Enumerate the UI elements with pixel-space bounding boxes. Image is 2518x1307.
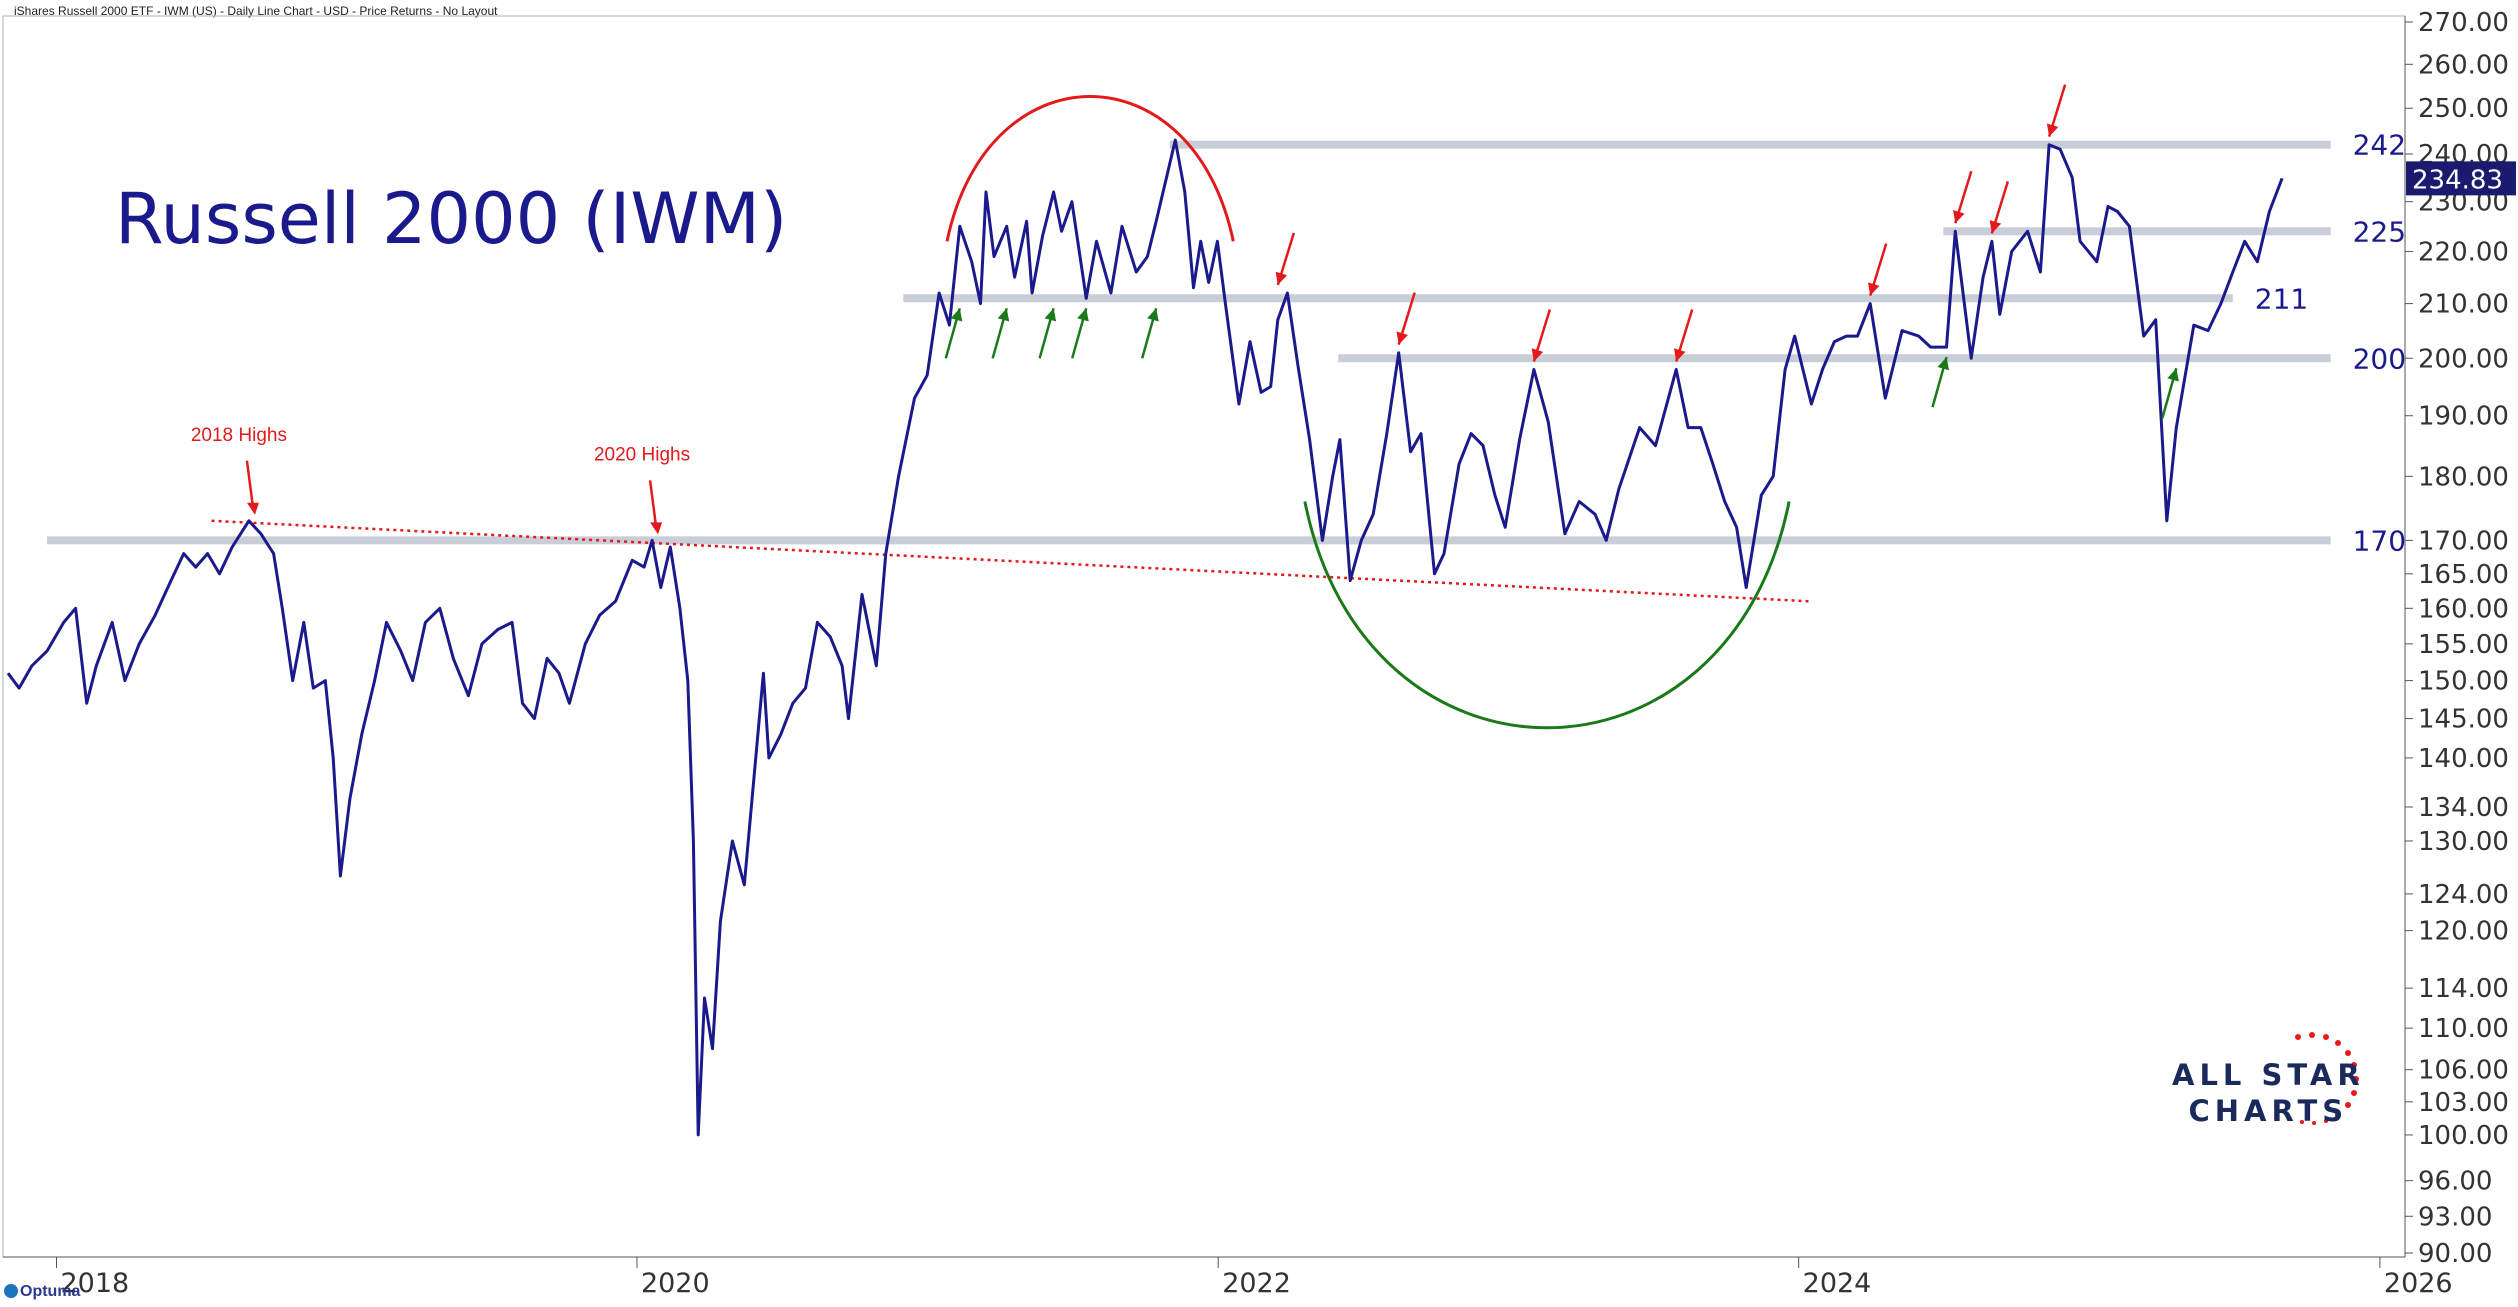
optuma-logo: Optuma [4, 1283, 80, 1301]
annotation-arrowhead-0 [246, 502, 259, 515]
y-tick-label-28: 90.00 [2418, 1239, 2492, 1269]
y-tick-label-23: 106.00 [2418, 1056, 2509, 1086]
x-tick-label-2: 2022 [1222, 1268, 1291, 1299]
y-tick-label-6: 210.00 [2418, 290, 2509, 320]
y-tick-label-17: 134.00 [2418, 793, 2509, 823]
level-label-170: 170 [2353, 524, 2406, 557]
all-star-charts-logo: ALL STAR CHARTS [2150, 1025, 2380, 1155]
annotation-arrowhead-1 [650, 522, 663, 535]
arrow-head [2167, 368, 2179, 382]
y-tick-label-16: 140.00 [2418, 744, 2509, 774]
x-tick-label-3: 2024 [1803, 1268, 1872, 1299]
chart-header: iShares Russell 2000 ETF - IWM (US) - Da… [14, 4, 498, 18]
level-label-200: 200 [2353, 342, 2406, 375]
support-arrow-3 [1071, 307, 1089, 359]
support-arrow-0 [944, 307, 963, 359]
y-tick-label-22: 110.00 [2418, 1014, 2509, 1044]
level-label-211: 211 [2255, 282, 2308, 315]
support-arrow-4 [1140, 307, 1159, 359]
level-band-242 [1169, 140, 2331, 149]
last-price-tag [2406, 161, 2516, 196]
y-tick-label-13: 155.00 [2418, 630, 2509, 660]
y-tick-label-7: 200.00 [2418, 344, 2509, 374]
y-tick-label-24: 103.00 [2418, 1088, 2509, 1118]
arrow-head [1868, 282, 1880, 296]
level-band-225 [1943, 227, 2331, 236]
x-tick-label-4: 2026 [2384, 1268, 2453, 1299]
resistance-arrow-5 [1953, 170, 1973, 224]
rounding-top-arc [945, 95, 1235, 242]
support-arrow-2 [1038, 307, 1057, 359]
y-tick-label-14: 150.00 [2418, 667, 2509, 697]
resistance-arrow-4 [1868, 243, 1888, 296]
annotation-arrow-0 [245, 460, 255, 507]
support-arrow-1 [991, 307, 1010, 359]
y-tick-label-20: 120.00 [2418, 917, 2509, 947]
resistance-arrow-7 [2046, 84, 2067, 138]
y-tick-label-12: 160.00 [2418, 594, 2509, 624]
y-tick-label-15: 145.00 [2418, 705, 2509, 735]
optuma-icon [4, 1284, 18, 1298]
support-arrow-6 [2161, 367, 2179, 419]
brand-line-2: CHARTS [2188, 1094, 2349, 1128]
chart-title: Russell 2000 (IWM) [115, 178, 788, 260]
y-tick-label-26: 96.00 [2418, 1167, 2492, 1197]
arrow-head [1147, 308, 1159, 322]
arrow-head [1396, 331, 1408, 345]
resistance-arrow-3 [1673, 309, 1694, 362]
level-band-211 [903, 294, 2233, 303]
arrow-head [1673, 348, 1686, 362]
x-tick-label-1: 2020 [641, 1268, 710, 1299]
y-tick-label-11: 165.00 [2418, 560, 2509, 590]
arrow-head [997, 308, 1010, 322]
y-tick-label-19: 124.00 [2418, 880, 2509, 910]
annotation-label-0: 2018 Highs [191, 425, 287, 446]
level-band-200 [1338, 354, 2331, 363]
y-tick-label-2: 250.00 [2418, 94, 2509, 124]
y-tick-label-0: 270.00 [2418, 8, 2509, 38]
brand-line-1: ALL STAR [2172, 1058, 2365, 1092]
arrow-head [2046, 123, 2059, 137]
optuma-label: Optuma [20, 1283, 81, 1300]
arrow-head [1275, 271, 1288, 285]
y-tick-label-9: 180.00 [2418, 462, 2509, 492]
arrow-head [1044, 308, 1057, 322]
annotation-arrow-1 [648, 480, 658, 527]
y-tick-label-18: 130.00 [2418, 827, 2509, 857]
level-label-225: 225 [2353, 215, 2406, 248]
support-arrow-5 [1931, 356, 1950, 408]
price-line [6, 138, 2284, 1137]
star-ring-icon [2288, 1032, 2359, 1125]
y-tick-label-21: 114.00 [2418, 974, 2509, 1004]
x-tick-label-0: 2018 [61, 1268, 130, 1299]
arrow-head [1989, 220, 2002, 234]
level-label-242: 242 [2353, 129, 2406, 162]
resistance-arrow-2 [1531, 309, 1552, 362]
resistance-arrow-6 [1989, 180, 2010, 234]
arrow-head [1531, 348, 1544, 362]
arrow-head [1953, 210, 1965, 224]
y-tick-label-1: 260.00 [2418, 50, 2509, 80]
rounding-bottom-arc [1303, 501, 1791, 730]
y-tick-label-10: 170.00 [2418, 526, 2509, 556]
annotation-label-1: 2020 Highs [594, 444, 690, 465]
level-band-170 [46, 536, 2331, 545]
arrow-head [950, 308, 963, 322]
y-tick-label-27: 93.00 [2418, 1202, 2492, 1232]
descending-trendline [211, 519, 1810, 603]
y-tick-label-5: 220.00 [2418, 237, 2509, 267]
resistance-arrow-1 [1396, 292, 1416, 346]
y-tick-label-8: 190.00 [2418, 402, 2509, 432]
resistance-arrow-0 [1275, 232, 1296, 286]
last-price-label: 234.83 [2412, 165, 2503, 195]
arrow-head [1937, 357, 1950, 371]
arrow-head [1077, 308, 1089, 322]
y-tick-label-25: 100.00 [2418, 1121, 2509, 1151]
